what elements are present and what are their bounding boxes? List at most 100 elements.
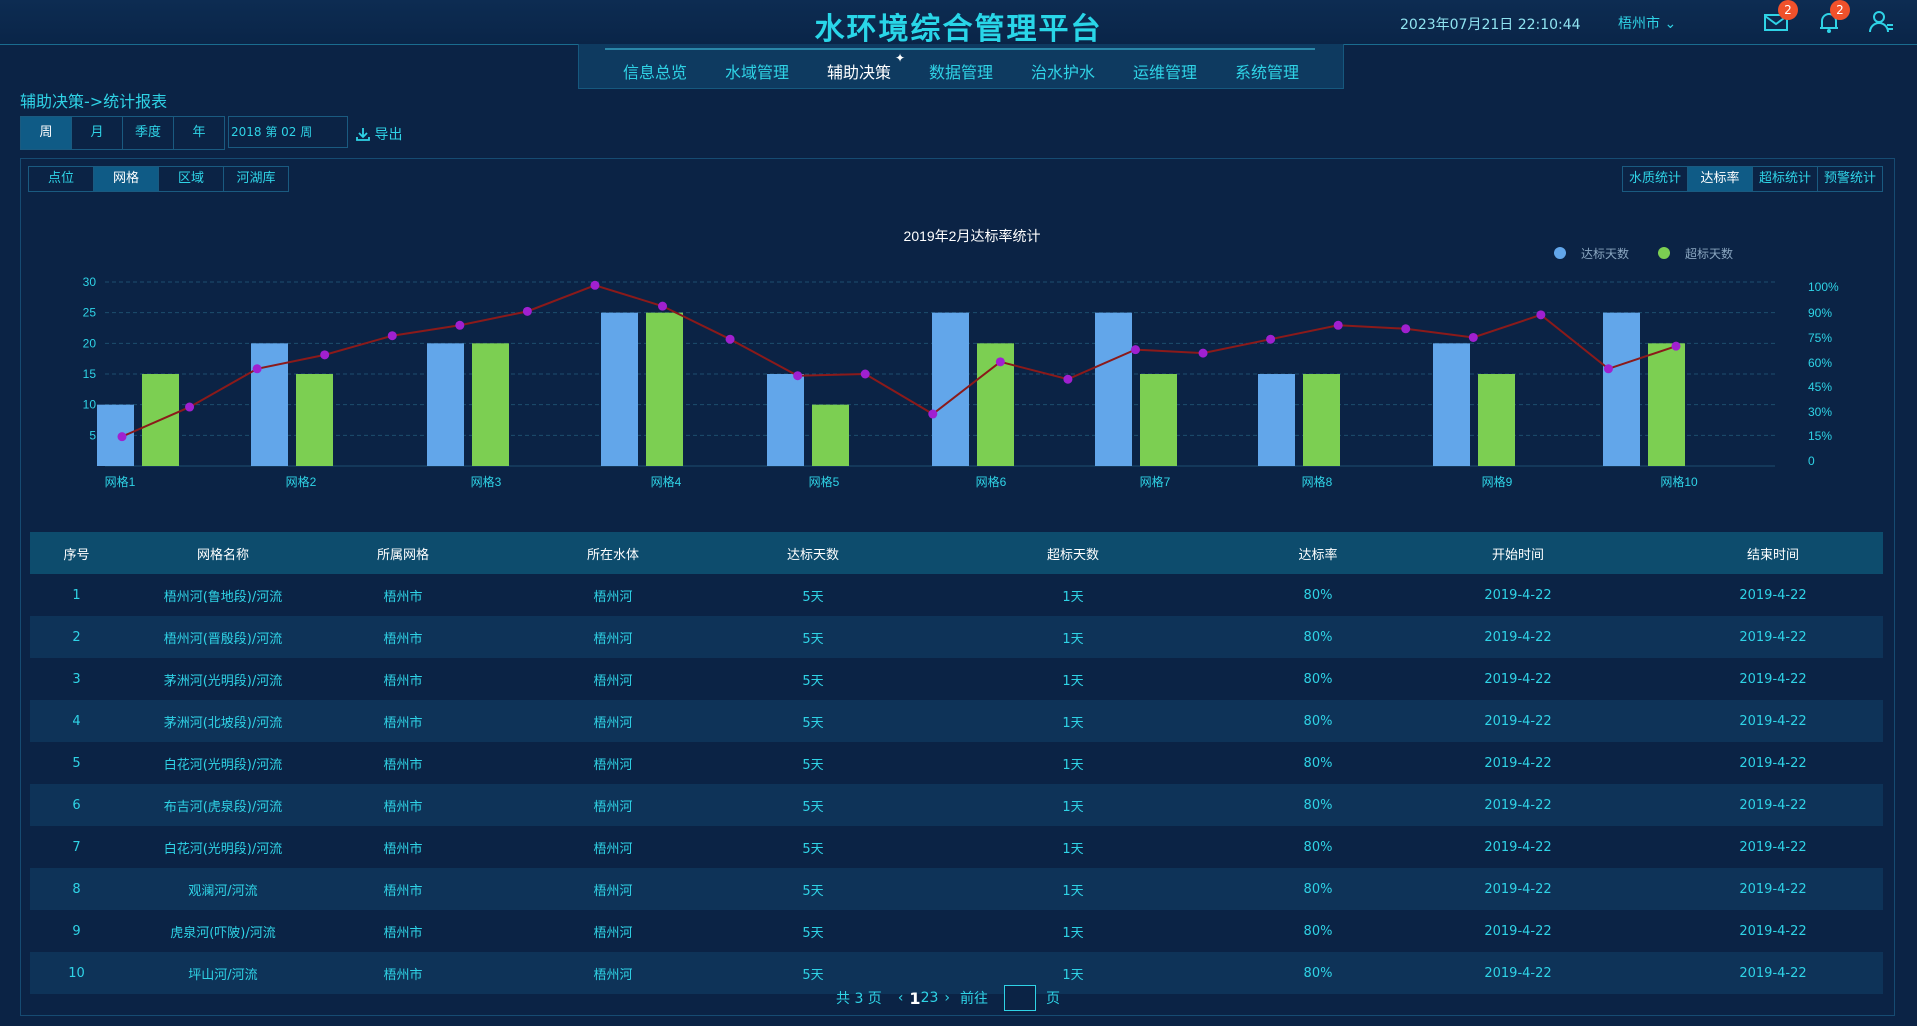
table-cell: 2019-4-22 bbox=[1373, 658, 1663, 700]
nav-item-decision[interactable]: 辅助决策 ✦ bbox=[827, 51, 905, 83]
tab-exceed[interactable]: 超标统计 bbox=[1752, 166, 1818, 192]
table-cell: 80% bbox=[1263, 574, 1373, 616]
table-cell: 2019-4-22 bbox=[1373, 616, 1663, 658]
nav-item-system[interactable]: 系统管理 bbox=[1235, 63, 1300, 82]
column-header: 网格名称 bbox=[123, 532, 323, 574]
app-title: 水环境综合管理平台 bbox=[814, 12, 1103, 47]
page-2[interactable]: 2 bbox=[920, 990, 930, 1006]
table-row[interactable]: 7 白花河(光明段)/河流 梧州市 梧州河 5天 1天 80% 2019-4-22 2019-4… bbox=[30, 826, 1883, 868]
prev-page-icon[interactable]: ‹ bbox=[897, 990, 904, 1006]
tab-month[interactable]: 月 bbox=[72, 117, 123, 149]
table-row[interactable]: 8 观澜河/河流 梧州市 梧州河 5天 1天 80% 2019-4-22 2019-4-22 bbox=[30, 868, 1883, 910]
table-row[interactable]: 6 布吉河(虎泉段)/河流 梧州市 梧州河 5天 1天 80% 2019-4-22 2019-4… bbox=[30, 784, 1883, 826]
table-cell: 梧州河 bbox=[483, 952, 743, 994]
table-cell: 10 bbox=[30, 952, 123, 994]
table-cell: 2019-4-22 bbox=[1663, 952, 1883, 994]
table-cell: 2019-4-22 bbox=[1663, 742, 1883, 784]
table-cell: 2019-4-22 bbox=[1663, 574, 1883, 616]
column-header: 结束时间 bbox=[1663, 532, 1883, 574]
table-row[interactable]: 9 虎泉河(吓陂)/河流 梧州市 梧州河 5天 1天 80% 2019-4-22 2019-4-… bbox=[30, 910, 1883, 952]
table-cell: 80% bbox=[1263, 826, 1373, 868]
bell-badge: 2 bbox=[1830, 0, 1850, 20]
mail-badge: 2 bbox=[1778, 0, 1798, 20]
sparkle-icon: ✦ bbox=[894, 51, 906, 65]
table-cell: 5天 bbox=[743, 910, 883, 952]
tab-year[interactable]: 年 bbox=[192, 125, 206, 140]
tab-grid[interactable]: 网格 bbox=[94, 167, 159, 191]
statistics-tabs: 水质统计 达标率 超标统计 预警统计 bbox=[1622, 166, 1883, 192]
nav-item-water-area[interactable]: 水域管理 bbox=[725, 63, 790, 82]
table-cell: 5 bbox=[30, 742, 123, 784]
nav-item-ops[interactable]: 运维管理 bbox=[1133, 63, 1198, 82]
column-header: 所在水体 bbox=[483, 532, 743, 574]
notification-button[interactable]: 2 bbox=[1814, 0, 1850, 36]
city-select[interactable]: 梧州市 ⌄ bbox=[1618, 13, 1676, 33]
nav-item-water-protection[interactable]: 治水护水 bbox=[1031, 63, 1096, 82]
goto-page-input[interactable] bbox=[1004, 985, 1037, 1011]
table-cell: 1天 bbox=[883, 700, 1263, 742]
table-cell: 2019-4-22 bbox=[1373, 784, 1663, 826]
table-cell: 2019-4-22 bbox=[1373, 700, 1663, 742]
table-cell: 梧州市 bbox=[323, 700, 483, 742]
tab-quarter[interactable]: 季度 bbox=[123, 117, 174, 149]
table-cell: 6 bbox=[30, 784, 123, 826]
tab-warning[interactable]: 预警统计 bbox=[1817, 166, 1883, 192]
table-cell: 80% bbox=[1263, 910, 1373, 952]
table-row[interactable]: 4 茅洲河(北坡段)/河流 梧州市 梧州河 5天 1天 80% 2019-4-22 2019-4… bbox=[30, 700, 1883, 742]
table-cell: 2019-4-22 bbox=[1663, 700, 1883, 742]
tab-water-quality[interactable]: 水质统计 bbox=[1622, 166, 1688, 192]
table-cell: 白花河(光明段)/河流 bbox=[123, 826, 323, 868]
table-cell: 5天 bbox=[743, 700, 883, 742]
column-header: 所属网格 bbox=[323, 532, 483, 574]
table-cell: 5天 bbox=[743, 616, 883, 658]
table-cell: 梧州市 bbox=[323, 868, 483, 910]
table-cell: 2019-4-22 bbox=[1373, 952, 1663, 994]
table-cell: 3 bbox=[30, 658, 123, 700]
city-label: 梧州市 bbox=[1618, 16, 1660, 32]
mail-button[interactable]: 2 bbox=[1762, 0, 1798, 36]
user-button[interactable] bbox=[1866, 8, 1896, 36]
breadcrumb: 辅助决策->统计报表 bbox=[20, 92, 168, 111]
tab-point[interactable]: 点位 bbox=[29, 167, 94, 191]
tab-lake-reservoir[interactable]: 河湖库 bbox=[236, 171, 276, 186]
tab-region[interactable]: 区域 bbox=[159, 167, 224, 191]
table-cell: 2019-4-22 bbox=[1663, 910, 1883, 952]
tab-week[interactable]: 周 bbox=[21, 117, 72, 149]
table-row[interactable]: 10 坪山河/河流 梧州市 梧州河 5天 1天 80% 2019-4-22 2019-4-22 bbox=[30, 952, 1883, 994]
top-header: 水环境综合管理平台 2023年07月21日 22:10:44 梧州市 ⌄ 2 2 bbox=[0, 0, 1917, 47]
next-page-icon[interactable]: › bbox=[944, 990, 951, 1006]
table-cell: 80% bbox=[1263, 868, 1373, 910]
nav-item-data[interactable]: 数据管理 bbox=[929, 63, 994, 82]
table-cell: 2019-4-22 bbox=[1663, 658, 1883, 700]
table-cell: 梧州河(晋殷段)/河流 bbox=[123, 616, 323, 658]
tab-compliance-rate[interactable]: 达标率 bbox=[1687, 166, 1753, 192]
table-cell: 梧州市 bbox=[323, 910, 483, 952]
table-cell: 梧州河 bbox=[483, 784, 743, 826]
table-row[interactable]: 5 白花河(光明段)/河流 梧州市 梧州河 5天 1天 80% 2019-4-22 2019-4… bbox=[30, 742, 1883, 784]
table-cell: 梧州市 bbox=[323, 574, 483, 616]
table-cell: 坪山河/河流 bbox=[123, 952, 323, 994]
table-cell: 1天 bbox=[883, 658, 1263, 700]
table-cell: 1 bbox=[30, 574, 123, 616]
table-cell: 2 bbox=[30, 616, 123, 658]
export-button[interactable]: 导出 bbox=[356, 124, 402, 144]
table-cell: 梧州河 bbox=[483, 658, 743, 700]
table-cell: 梧州河 bbox=[483, 742, 743, 784]
table-cell: 8 bbox=[30, 868, 123, 910]
column-header: 达标率 bbox=[1263, 532, 1373, 574]
chevron-down-icon: ⌄ bbox=[1664, 16, 1677, 32]
table-cell: 梧州河 bbox=[483, 910, 743, 952]
page-3[interactable]: 3 bbox=[929, 990, 939, 1006]
week-picker-input[interactable]: 2018 第 02 周 bbox=[228, 116, 348, 148]
table-cell: 80% bbox=[1263, 742, 1373, 784]
table-cell: 梧州市 bbox=[323, 616, 483, 658]
nav-item-overview[interactable]: 信息总览 bbox=[623, 63, 688, 82]
table-row[interactable]: 1 梧州河(鲁地段)/河流 梧州市 梧州河 5天 1天 80% 2019-4-22 2019-4… bbox=[30, 574, 1883, 616]
table-row[interactable]: 3 茅洲河(光明段)/河流 梧州市 梧州河 5天 1天 80% 2019-4-22 2019-4… bbox=[30, 658, 1883, 700]
table-cell: 2019-4-22 bbox=[1373, 910, 1663, 952]
table-cell: 梧州河 bbox=[483, 616, 743, 658]
table-cell: 80% bbox=[1263, 616, 1373, 658]
table-cell: 2019-4-22 bbox=[1373, 826, 1663, 868]
table-row[interactable]: 2 梧州河(晋殷段)/河流 梧州市 梧州河 5天 1天 80% 2019-4-22 2019-4… bbox=[30, 616, 1883, 658]
page-1[interactable]: 1 bbox=[909, 988, 921, 1008]
